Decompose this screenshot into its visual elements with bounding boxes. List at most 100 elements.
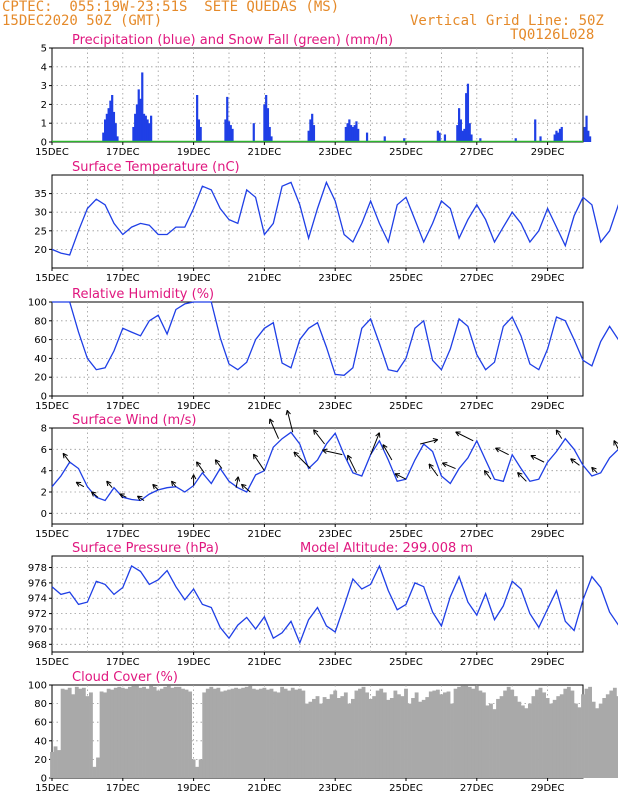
cloud-bar	[64, 689, 69, 778]
cloud-bar	[322, 697, 327, 778]
wind-vector	[347, 454, 357, 474]
wind-xtick-label: 29DEC	[531, 529, 565, 540]
cloud-bar	[421, 699, 426, 778]
cloud-bar	[574, 703, 578, 778]
cloud-bar	[361, 686, 366, 778]
pres-xtick-label: 19DEC	[177, 657, 211, 668]
cloud-bar	[159, 688, 164, 778]
temp-ytick-label: 20	[34, 245, 47, 256]
precip-bar	[263, 104, 266, 142]
cloud-bar	[152, 686, 157, 778]
precip-bar	[534, 119, 537, 142]
precip-bar	[137, 89, 140, 142]
cloud-bar	[545, 698, 550, 778]
precip-bar	[112, 111, 116, 142]
wind-vector-head	[570, 458, 576, 464]
precip-bar	[365, 132, 369, 142]
precip-bar	[135, 104, 139, 142]
precip-bar	[105, 113, 108, 142]
cloud-bar	[170, 687, 175, 778]
cloud-bar	[474, 685, 479, 778]
temp-xtick-label: 19DEC	[177, 273, 211, 284]
cloud-bar	[173, 686, 178, 778]
precip-bar	[468, 123, 471, 142]
cloud-bar	[142, 686, 146, 778]
cloud-ytick-label: 40	[34, 736, 47, 747]
cloud-bar	[78, 688, 83, 778]
precip-bar	[465, 93, 468, 142]
cloud-bar	[453, 688, 458, 778]
precip-bar	[443, 134, 447, 142]
wind-ytick-label: 4	[41, 466, 47, 477]
pres-xtick-label: 21DEC	[248, 657, 282, 668]
pres-ytick-label: 970	[28, 624, 47, 635]
cloud-bar	[397, 694, 401, 778]
wind-vector-head	[382, 444, 388, 450]
wind-vector-head	[530, 454, 536, 460]
cloud-bar	[439, 694, 444, 778]
cloud-bar	[549, 703, 554, 778]
rh-xtick-label: 27DEC	[460, 401, 494, 412]
cloud-bar	[248, 685, 253, 778]
cloud-bar	[251, 688, 256, 778]
precip-ytick-label: 5	[41, 44, 47, 55]
precip-bar	[116, 136, 119, 142]
wind-vector	[235, 476, 239, 488]
pres-series-line	[51, 564, 618, 645]
cloud-bar	[209, 686, 214, 778]
rh-ytick-label: 0	[41, 392, 47, 403]
cloud-bar	[368, 698, 373, 778]
cloud-bar	[269, 688, 274, 778]
wind-xtick-label: 19DEC	[177, 529, 211, 540]
cloud-bar	[177, 686, 182, 778]
wind-vector-head	[441, 462, 448, 468]
wind-vector	[420, 439, 438, 445]
wind-vector	[75, 481, 85, 488]
rh-xtick-label: 17DEC	[106, 401, 140, 412]
pres-annotation: Model Altitude: 299.008 m	[300, 541, 473, 556]
precip-bar	[229, 125, 232, 142]
wind-vector-head	[455, 431, 461, 437]
cloud-bar	[503, 690, 508, 778]
wind-vector-head	[432, 437, 439, 444]
cloud-bar	[237, 688, 242, 778]
wind-ytick-label: 0	[41, 509, 47, 520]
cloud-bar	[110, 689, 115, 778]
pres-xtick-label: 17DEC	[106, 657, 140, 668]
cloud-xtick-label: 21DEC	[248, 783, 282, 794]
wind-vector-head	[375, 432, 381, 438]
cloud-bar	[131, 685, 136, 778]
cloud-bar	[340, 696, 345, 778]
wind-vector	[530, 455, 545, 463]
cloud-bar	[612, 687, 617, 778]
cloud-bar	[386, 699, 391, 778]
wind-vector-head	[75, 481, 82, 487]
cloud-bar	[616, 696, 618, 778]
cloud-bar	[92, 766, 97, 778]
wind-ytick-label: 8	[41, 424, 47, 435]
precip-bar	[479, 138, 482, 142]
cloud-bar	[400, 696, 405, 778]
temp-title: Surface Temperature (nC)	[72, 160, 240, 175]
wind-vector-head	[591, 466, 597, 473]
cloud-bar	[57, 750, 61, 778]
cloud-bar	[496, 698, 500, 778]
pres-frame	[51, 555, 584, 653]
wind-vector	[106, 480, 113, 489]
wind-vector	[62, 453, 71, 463]
precip-bar	[266, 108, 270, 142]
precip-bar	[270, 136, 273, 142]
precip-ytick-label: 2	[41, 100, 47, 111]
precip-xtick-label: 17DEC	[106, 147, 140, 158]
wind-vector	[495, 447, 509, 456]
cloud-bar	[598, 703, 603, 778]
wind-vector-head	[285, 409, 291, 416]
cloud-bar	[464, 685, 469, 778]
precip-bar	[346, 123, 349, 142]
precip-bar	[558, 128, 562, 142]
cloud-ytick-label: 60	[34, 718, 47, 729]
cloud-bar	[591, 701, 596, 778]
wind-vector	[428, 463, 439, 477]
cloud-bar	[365, 692, 369, 778]
wind-vector	[171, 480, 177, 487]
